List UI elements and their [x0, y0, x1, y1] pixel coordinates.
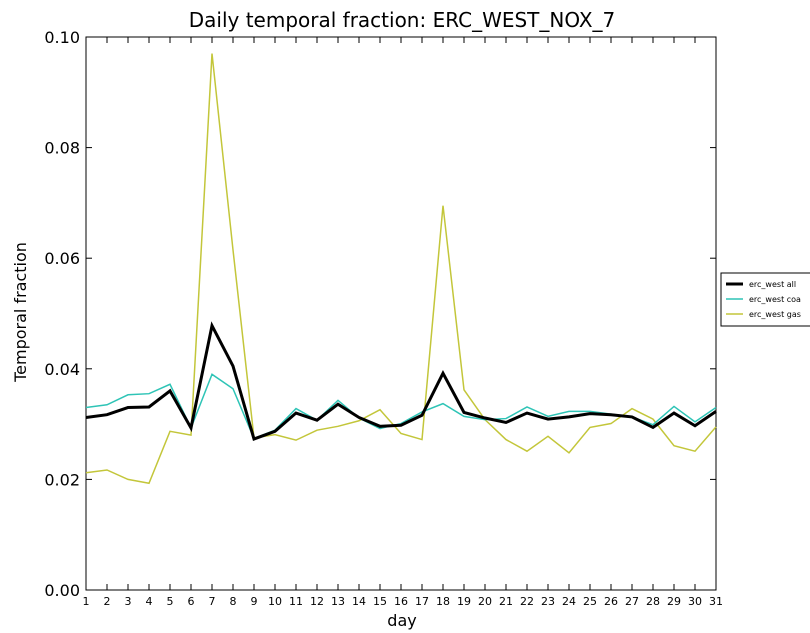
x-tick-label: 26 — [604, 595, 618, 608]
x-tick-label: 6 — [188, 595, 195, 608]
x-tick-label: 24 — [562, 595, 576, 608]
x-tick-label: 29 — [667, 595, 681, 608]
legend: erc_west all erc_west coa erc_west gas — [720, 272, 810, 327]
y-axis-label: Temporal fraction — [11, 242, 30, 383]
x-tick-label: 10 — [268, 595, 282, 608]
y-tick-label: 0.08 — [44, 139, 80, 158]
legend-label: erc_west gas — [749, 310, 801, 319]
x-axis-label: day — [387, 611, 416, 630]
x-tick-label: 31 — [709, 595, 723, 608]
x-tick-label: 15 — [373, 595, 387, 608]
y-tick-label: 0.02 — [44, 470, 80, 489]
x-tick-label: 21 — [499, 595, 513, 608]
y-tick-label: 0.04 — [44, 360, 80, 379]
series-line-gas — [85, 53, 717, 485]
y-tick-label: 0.00 — [44, 581, 80, 600]
legend-label: erc_west all — [749, 280, 796, 289]
x-tick-label: 13 — [331, 595, 345, 608]
x-tick-label: 9 — [251, 595, 258, 608]
x-tick-label: 2 — [104, 595, 111, 608]
x-tick-label: 27 — [625, 595, 639, 608]
plot-frame — [85, 36, 717, 591]
x-tick-label: 19 — [457, 595, 471, 608]
x-tick-label: 25 — [583, 595, 597, 608]
x-tick-label: 30 — [688, 595, 702, 608]
x-tick-label: 18 — [436, 595, 450, 608]
x-tick-label: 8 — [230, 595, 237, 608]
x-tick-label: 5 — [167, 595, 174, 608]
x-tick-label: 23 — [541, 595, 555, 608]
series-line-all — [85, 321, 717, 441]
x-tick-label: 11 — [289, 595, 303, 608]
x-tick-label: 12 — [310, 595, 324, 608]
x-tick-label: 20 — [478, 595, 492, 608]
plot-area: 0.000.020.040.060.080.101 2 3 4 5 6 7 8 9 10 11 12 1… — [44, 28, 723, 608]
x-tick-label: 28 — [646, 595, 660, 608]
x-tick-label: 16 — [394, 595, 408, 608]
y-tick-label: 0.06 — [44, 249, 80, 268]
y-tick-label: 0.10 — [44, 28, 80, 47]
x-tick-label: 3 — [125, 595, 132, 608]
x-tick-label: 1 — [83, 595, 90, 608]
x-tick-label: 17 — [415, 595, 429, 608]
chart-title: Daily temporal fraction: ERC_WEST_NOX_7 — [189, 8, 616, 32]
x-tick-label: 14 — [352, 595, 366, 608]
x-tick-label: 4 — [146, 595, 153, 608]
legend-label: erc_west coa — [749, 295, 801, 304]
x-tick-label: 22 — [520, 595, 534, 608]
x-tick-label: 7 — [209, 595, 216, 608]
